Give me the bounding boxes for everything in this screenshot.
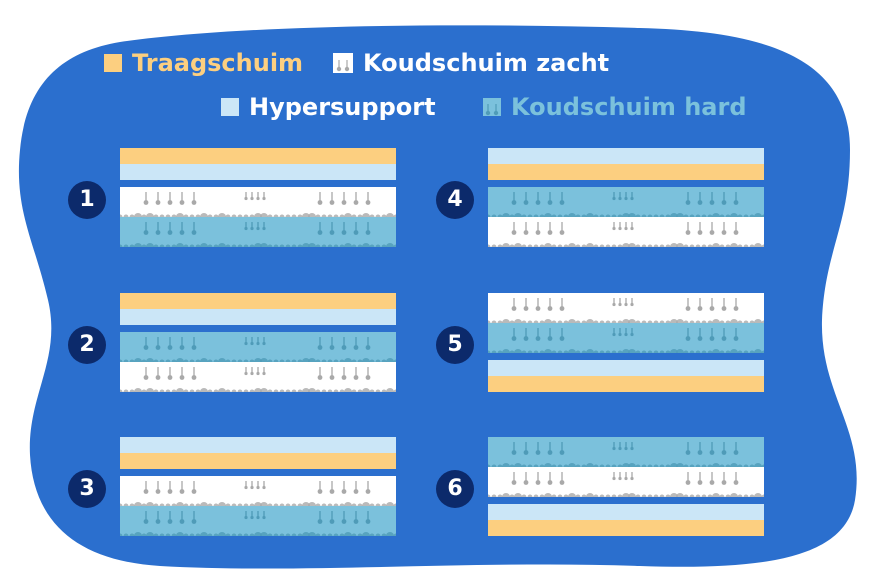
traagschuim-swatch-icon (104, 54, 122, 72)
legend-traagschuim-label: Traagschuim (132, 49, 304, 77)
configuration-number-1: 1 (68, 181, 106, 219)
layer-hypersupport (488, 360, 764, 376)
layer-hypersupport (120, 164, 396, 180)
mattress-stack-3 (120, 437, 396, 536)
legend-hypersupport-label: Hypersupport (249, 93, 436, 121)
configuration-number-3: 3 (68, 470, 106, 508)
configuration-number-2: 2 (68, 326, 106, 364)
layer-koudschuim-hard (488, 437, 764, 467)
mattress-stack-5 (488, 293, 764, 392)
layer-traagschuim (120, 148, 396, 164)
layer-koudschuim-zacht (488, 467, 764, 497)
koudschuim-zacht-swatch-icon (333, 53, 353, 73)
configuration-number-6: 6 (436, 470, 474, 508)
layer-hypersupport (120, 309, 396, 325)
legend-koudschuim-zacht-label: Koudschuim zacht (363, 49, 610, 77)
layer-koudschuim-zacht (488, 293, 764, 323)
layer-koudschuim-hard (120, 217, 396, 247)
layer-hypersupport (120, 437, 396, 453)
koudschuim-hard-swatch-icon (483, 98, 501, 116)
layer-koudschuim-zacht (488, 217, 764, 247)
layer-koudschuim-zacht (120, 476, 396, 506)
layer-traagschuim (120, 293, 396, 309)
layer-traagschuim (120, 453, 396, 469)
layer-koudschuim-zacht (120, 187, 396, 217)
mattress-stack-6 (488, 437, 764, 536)
mattress-stack-1 (120, 148, 396, 247)
layer-koudschuim-hard (120, 332, 396, 362)
configuration-number-5: 5 (436, 326, 474, 364)
legend-traagschuim: Traagschuim (104, 49, 303, 77)
hypersupport-swatch-icon (221, 98, 239, 116)
layer-traagschuim (488, 164, 764, 180)
layer-hypersupport (488, 504, 764, 520)
legend-hypersupport: Hypersupport (221, 93, 436, 121)
layer-koudschuim-hard (488, 187, 764, 217)
legend-koudschuim-hard: Koudschuim hard (483, 93, 747, 121)
layer-koudschuim-hard (488, 323, 764, 353)
layer-hypersupport (488, 148, 764, 164)
layer-traagschuim (488, 520, 764, 536)
mattress-stack-2 (120, 293, 396, 392)
legend-koudschuim-zacht: Koudschuim zacht (333, 49, 609, 77)
layer-koudschuim-hard (120, 506, 396, 536)
layer-koudschuim-zacht (120, 362, 396, 392)
legend-koudschuim-hard-label: Koudschuim hard (511, 93, 747, 121)
configuration-number-4: 4 (436, 181, 474, 219)
layer-traagschuim (488, 376, 764, 392)
mattress-stack-4 (488, 148, 764, 247)
